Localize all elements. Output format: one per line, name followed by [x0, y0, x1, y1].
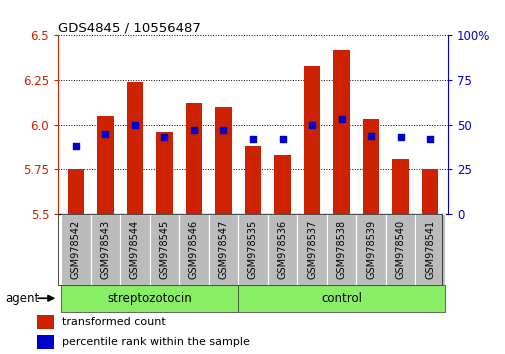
- Point: [248, 136, 257, 142]
- Bar: [37, 335, 54, 348]
- Bar: [156, 132, 172, 214]
- Text: agent: agent: [5, 292, 39, 305]
- Text: transformed count: transformed count: [62, 318, 165, 327]
- Bar: [267, 214, 296, 285]
- Bar: [208, 214, 238, 285]
- Point: [337, 116, 345, 122]
- Text: GSM978543: GSM978543: [100, 220, 110, 279]
- Bar: [238, 285, 444, 312]
- Bar: [297, 214, 326, 285]
- Point: [131, 122, 139, 127]
- Bar: [421, 170, 437, 214]
- Bar: [37, 315, 54, 329]
- Bar: [215, 107, 231, 214]
- Bar: [333, 50, 349, 214]
- Text: GSM978541: GSM978541: [424, 220, 434, 279]
- Text: GSM978547: GSM978547: [218, 220, 228, 279]
- Point: [366, 133, 374, 138]
- Text: streptozotocin: streptozotocin: [107, 292, 192, 305]
- Text: GSM978540: GSM978540: [395, 220, 405, 279]
- Bar: [238, 214, 267, 285]
- Bar: [385, 214, 415, 285]
- Text: GSM978544: GSM978544: [130, 220, 140, 279]
- Bar: [127, 82, 143, 214]
- Bar: [61, 285, 238, 312]
- Point: [101, 131, 109, 137]
- Bar: [61, 214, 90, 285]
- Bar: [179, 214, 208, 285]
- Text: GSM978545: GSM978545: [159, 220, 169, 279]
- Text: GSM978546: GSM978546: [188, 220, 198, 279]
- Text: percentile rank within the sample: percentile rank within the sample: [62, 337, 249, 347]
- Bar: [362, 119, 378, 214]
- Bar: [304, 66, 320, 214]
- Bar: [97, 116, 113, 214]
- Point: [425, 136, 433, 142]
- Bar: [274, 155, 290, 214]
- Point: [308, 122, 316, 127]
- Point: [72, 143, 80, 149]
- Point: [160, 135, 168, 140]
- Point: [278, 136, 286, 142]
- Text: GSM978539: GSM978539: [365, 220, 375, 279]
- Point: [396, 135, 404, 140]
- Bar: [326, 214, 356, 285]
- Bar: [149, 214, 179, 285]
- Point: [189, 127, 197, 133]
- Point: [219, 127, 227, 133]
- Text: GSM978535: GSM978535: [247, 220, 258, 279]
- Text: GSM978542: GSM978542: [71, 220, 81, 279]
- Bar: [68, 170, 84, 214]
- Bar: [356, 214, 385, 285]
- Bar: [415, 214, 444, 285]
- Bar: [244, 146, 261, 214]
- Text: control: control: [320, 292, 362, 305]
- Text: GSM978536: GSM978536: [277, 220, 287, 279]
- Text: GSM978538: GSM978538: [336, 220, 346, 279]
- Bar: [90, 214, 120, 285]
- Text: GDS4845 / 10556487: GDS4845 / 10556487: [58, 21, 200, 34]
- Bar: [185, 103, 201, 214]
- Text: GSM978537: GSM978537: [307, 220, 317, 279]
- Bar: [392, 159, 408, 214]
- Bar: [120, 214, 149, 285]
